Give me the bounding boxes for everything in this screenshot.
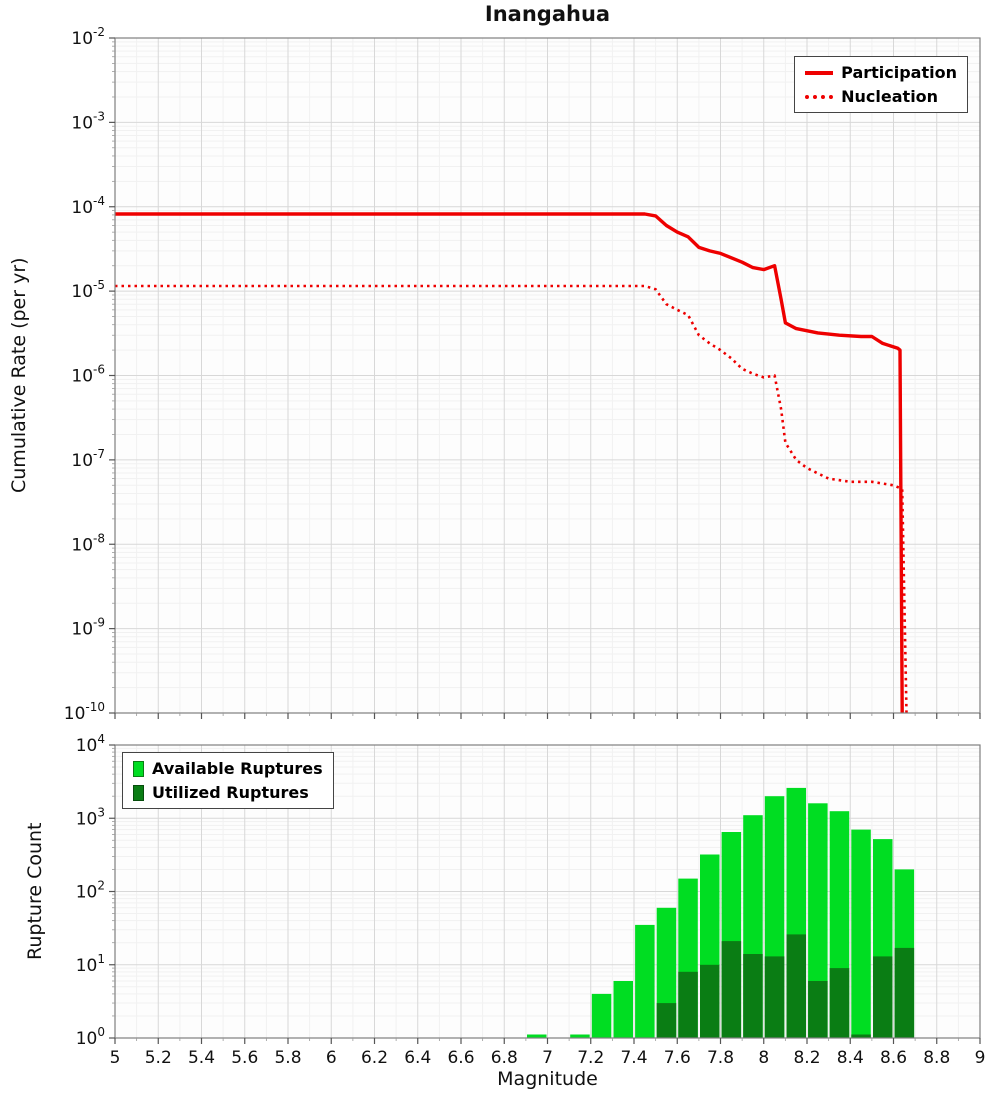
x-tick-label: 8.2 bbox=[793, 1048, 820, 1068]
x-tick-label: 7.8 bbox=[707, 1048, 734, 1068]
x-tick-label: 8.6 bbox=[880, 1048, 907, 1068]
y-tick-label: 10-8 bbox=[71, 531, 105, 555]
x-tick-label: 7.2 bbox=[577, 1048, 604, 1068]
x-tick-label: 9 bbox=[975, 1048, 986, 1068]
legend-item-utilized-ruptures: Utilized Ruptures bbox=[133, 783, 323, 802]
x-tick-label: 6.8 bbox=[491, 1048, 518, 1068]
y-tick-label: 10-4 bbox=[71, 194, 105, 218]
available-ruptures-legend-label: Available Ruptures bbox=[152, 759, 323, 778]
y-tick-label: 101 bbox=[76, 952, 105, 976]
nucleation-line-swatch bbox=[805, 94, 834, 99]
y-tick-label: 10-5 bbox=[71, 278, 105, 302]
legend-item-nucleation: Nucleation bbox=[805, 87, 957, 106]
x-tick-label: 7 bbox=[542, 1048, 553, 1068]
utilized-ruptures-bar bbox=[721, 941, 742, 1038]
x-tick-label: 5.2 bbox=[145, 1048, 172, 1068]
y-tick-label: 103 bbox=[76, 805, 105, 829]
utilized-ruptures-bar bbox=[829, 968, 850, 1038]
chart-title: Inangahua bbox=[484, 2, 611, 26]
y-tick-label: 10-7 bbox=[71, 447, 105, 471]
available-ruptures-bar bbox=[851, 829, 871, 1038]
utilized-ruptures-bar bbox=[851, 1034, 871, 1038]
x-tick-label: 7.6 bbox=[664, 1048, 691, 1068]
y-tick-label: 10-2 bbox=[71, 25, 105, 49]
x-tick-label: 5.4 bbox=[188, 1048, 215, 1068]
available-ruptures-bar bbox=[613, 981, 633, 1038]
x-tick-label: 7.4 bbox=[620, 1048, 647, 1068]
x-tick-label: 6.6 bbox=[447, 1048, 474, 1068]
utilized-ruptures-bar bbox=[894, 947, 915, 1038]
utilized-ruptures-bar bbox=[700, 964, 720, 1039]
y-tick-label: 104 bbox=[76, 732, 105, 756]
x-tick-label: 6 bbox=[326, 1048, 337, 1068]
x-axis-label: Magnitude bbox=[497, 1068, 598, 1090]
x-tick-label: 8.4 bbox=[837, 1048, 864, 1068]
x-tick-label: 8 bbox=[758, 1048, 769, 1068]
y-tick-label: 10-10 bbox=[64, 700, 105, 724]
top-chart-axes: 10-2 10-3 10-4 10-5 10-6 10-7 10-8 10-9 10-10 bbox=[64, 25, 981, 724]
x-tick-label: 5.6 bbox=[231, 1048, 258, 1068]
ruptures-legend: Available Ruptures Utilized Ruptures bbox=[122, 752, 334, 809]
nucleation-line bbox=[115, 284, 908, 714]
available-ruptures-bar bbox=[570, 1034, 590, 1038]
x-tick-label: 6.4 bbox=[404, 1048, 431, 1068]
x-tick-label: 8.8 bbox=[923, 1048, 950, 1068]
rate-lines bbox=[115, 212, 908, 714]
participation-line-swatch bbox=[805, 70, 834, 75]
x-tick-label: 5 bbox=[110, 1048, 121, 1068]
y-tick-label: 10-6 bbox=[71, 363, 105, 387]
utilized-ruptures-bar bbox=[873, 956, 893, 1038]
legend-item-participation: Participation bbox=[805, 63, 957, 82]
y-tick-label: 100 bbox=[76, 1025, 105, 1049]
available-ruptures-swatch bbox=[133, 760, 144, 777]
utilized-ruptures-bar bbox=[808, 981, 828, 1038]
utilized-ruptures-bar bbox=[764, 956, 785, 1038]
y-tick-label: 102 bbox=[76, 879, 105, 903]
utilized-ruptures-bar bbox=[743, 954, 763, 1038]
x-tick-label: 5.8 bbox=[274, 1048, 301, 1068]
nucleation-legend-label: Nucleation bbox=[841, 87, 939, 106]
participation-legend-label: Participation bbox=[841, 63, 957, 82]
legend-item-available-ruptures: Available Ruptures bbox=[133, 759, 323, 778]
y-tick-label: 10-3 bbox=[71, 109, 105, 133]
available-ruptures-bar bbox=[527, 1034, 547, 1038]
utilized-ruptures-bar bbox=[786, 934, 806, 1038]
utilized-ruptures-swatch bbox=[133, 784, 144, 801]
participation-line bbox=[115, 212, 904, 714]
utilized-ruptures-bar bbox=[656, 1003, 677, 1038]
utilized-ruptures-legend-label: Utilized Ruptures bbox=[152, 783, 309, 802]
available-ruptures-bar bbox=[591, 993, 612, 1038]
top-chart-grid bbox=[114, 37, 981, 714]
utilized-ruptures-bar bbox=[678, 971, 698, 1038]
y-tick-label: 10-9 bbox=[71, 616, 105, 640]
x-tick-label: 6.2 bbox=[361, 1048, 388, 1068]
rates-legend: Participation Nucleation bbox=[794, 56, 968, 113]
available-ruptures-bar bbox=[635, 924, 655, 1038]
bottom-chart-axes: 100 101 102 103 104 5 5.2 5.4 5.6 5.8 6 6.2 6.4 6.6 6.… bbox=[76, 732, 986, 1068]
available-ruptures-bar bbox=[808, 803, 828, 1038]
utilized-ruptures-bars bbox=[656, 934, 915, 1039]
